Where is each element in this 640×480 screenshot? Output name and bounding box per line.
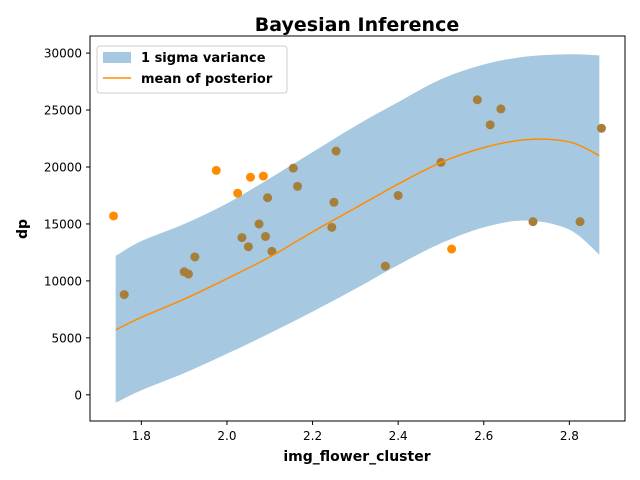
data-point: [496, 104, 506, 114]
data-point: [243, 242, 253, 252]
x-axis-title: img_flower_cluster: [283, 449, 430, 465]
y-tick-label: 10000: [44, 274, 82, 288]
legend: 1 sigma variance mean of posterior: [96, 45, 288, 94]
y-tick-label: 20000: [44, 160, 82, 174]
legend-mean-label: mean of posterior: [141, 72, 273, 87]
data-point: [331, 146, 341, 156]
y-tick-label: 0: [74, 388, 82, 402]
data-point: [380, 261, 390, 271]
legend-band-swatch: [103, 52, 131, 63]
y-tick-label: 15000: [44, 217, 82, 231]
plot-area: [109, 54, 606, 403]
x-tick-label: 2.2: [303, 429, 322, 443]
data-point: [485, 120, 495, 130]
mean-curve: [115, 138, 600, 331]
x-tick-label: 2.4: [389, 429, 408, 443]
data-point: [233, 188, 243, 198]
data-point: [211, 165, 221, 175]
data-point: [109, 211, 119, 221]
x-axis: 1.8 2.0 2.2 2.4 2.6 2.8: [132, 421, 579, 443]
data-point: [293, 181, 303, 191]
y-tick-label: 5000: [51, 331, 82, 345]
data-point: [237, 233, 247, 243]
data-point: [327, 222, 337, 232]
data-point: [190, 252, 200, 262]
data-point: [528, 217, 538, 227]
data-point: [183, 269, 193, 279]
x-tick-label: 2.8: [560, 429, 579, 443]
data-point: [472, 95, 482, 105]
data-point: [596, 123, 606, 133]
data-point: [254, 219, 264, 229]
data-point: [246, 172, 255, 182]
data-point: [258, 171, 268, 181]
x-tick-label: 2.6: [474, 429, 493, 443]
data-point: [260, 231, 270, 241]
data-point: [329, 197, 339, 207]
data-point: [119, 290, 129, 300]
y-axis: 0 5000 10000 15000 20000 25000 30000: [44, 47, 90, 402]
data-point: [575, 217, 585, 227]
y-axis-title: dp: [15, 219, 31, 239]
chart-title: Bayesian Inference: [255, 14, 459, 36]
data-point: [393, 190, 403, 200]
data-point: [288, 163, 298, 173]
y-tick-label: 25000: [44, 104, 82, 118]
y-tick-label: 30000: [44, 47, 82, 61]
legend-box: [96, 45, 288, 94]
x-tick-label: 1.8: [132, 429, 151, 443]
plot-frame: [89, 35, 626, 422]
data-point: [263, 193, 273, 203]
data-point: [267, 246, 277, 256]
legend-band-label: 1 sigma variance: [141, 51, 266, 66]
sigma-band: [115, 54, 600, 403]
data-point: [447, 244, 457, 254]
x-tick-label: 2.0: [217, 429, 236, 443]
